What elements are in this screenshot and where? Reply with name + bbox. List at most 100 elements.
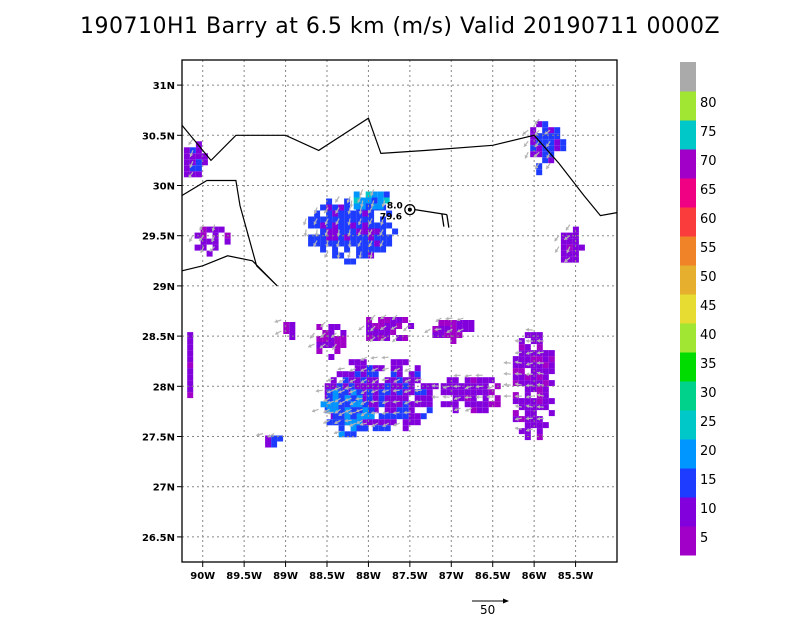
- wind-vector-head: [355, 396, 359, 401]
- wind-vector-head: [370, 203, 375, 208]
- wind-vector-head: [555, 249, 559, 253]
- wind-vector-head: [360, 390, 365, 394]
- wind-vector-head: [393, 422, 397, 427]
- wind-vector-head: [310, 334, 314, 339]
- wind-speed-cell: [366, 383, 373, 390]
- wind-speed-cell: [366, 401, 373, 408]
- wind-speed-cell: [326, 419, 333, 426]
- wind-speed-cell: [524, 332, 531, 339]
- wind-speed-cell: [340, 330, 347, 336]
- map-gridlines: [182, 60, 617, 562]
- wind-speed-cell: [371, 203, 378, 210]
- wind-speed-cell: [380, 246, 387, 253]
- wind-speed-cell: [356, 425, 363, 432]
- wind-speed-cell: [340, 336, 347, 342]
- wind-speed-cell: [338, 407, 345, 414]
- wind-speed-cell: [470, 377, 477, 384]
- colorbar-swatch: [680, 439, 696, 469]
- wind-speed-cell: [378, 419, 385, 426]
- wind-vector-head: [357, 199, 361, 203]
- wind-vector-head: [393, 368, 398, 372]
- wind-speed-cell: [420, 389, 427, 396]
- wind-speed-cell: [320, 216, 327, 223]
- wind-speed-cell: [542, 386, 549, 393]
- wind-speed-cell: [187, 362, 194, 369]
- wind-speed-cell: [360, 371, 367, 378]
- wind-speed-cell: [334, 348, 341, 354]
- wind-vector-head: [536, 361, 540, 365]
- wind-speed-cell: [372, 329, 379, 335]
- wind-speed-cell: [384, 323, 391, 329]
- wind-speed-cell: [344, 258, 351, 265]
- wind-vector-head: [526, 428, 530, 432]
- wind-vector-head: [357, 221, 362, 226]
- wind-vector-head: [368, 231, 372, 236]
- coastline: [181, 117, 618, 287]
- wind-speed-cell: [338, 252, 345, 259]
- wind-speed-cell: [372, 335, 379, 341]
- colorbar-label: 50: [700, 270, 717, 285]
- wind-speed-cell: [494, 395, 501, 402]
- wind-speed-cell: [212, 244, 219, 251]
- wind-vector-head: [487, 385, 491, 390]
- wind-speed-cell: [542, 157, 549, 164]
- wind-speed-cell: [542, 133, 549, 140]
- colorbar-label: 80: [700, 96, 717, 111]
- colorbar-swatch: [680, 236, 696, 266]
- wind-vector-head: [360, 357, 365, 361]
- wind-speed-cell: [458, 383, 465, 390]
- wind-vector-head: [514, 371, 518, 376]
- wind-vector-head: [566, 249, 570, 253]
- wind-speed-cell: [338, 395, 345, 402]
- wind-speed-cell: [444, 326, 451, 332]
- wind-speed-cell: [308, 216, 315, 223]
- wind-speed-cell: [362, 222, 369, 229]
- wind-speed-cell: [402, 395, 409, 402]
- colorbar-swatch: [680, 149, 696, 179]
- wind-speed-cell: [470, 407, 477, 414]
- wind-speed-cell: [195, 147, 202, 154]
- wind-speed-cell: [426, 407, 433, 414]
- wind-vector-head: [356, 420, 360, 424]
- wind-speed-cell: [518, 344, 525, 351]
- wind-speed-cell: [194, 244, 201, 251]
- wind-vector-head: [380, 337, 384, 341]
- wind-speed-cell: [372, 419, 379, 426]
- wind-speed-cell: [402, 425, 409, 432]
- wind-speed-cell: [384, 317, 391, 323]
- wind-vector-head: [526, 362, 530, 366]
- wind-speed-cell: [350, 222, 357, 229]
- wind-speed-cell: [350, 228, 357, 235]
- wind-speed-cell: [344, 228, 351, 235]
- wind-vector-head: [349, 379, 354, 383]
- wind-vector-head: [392, 316, 396, 320]
- wind-speed-cell: [396, 317, 403, 323]
- wind-vector-head: [356, 408, 360, 413]
- wind-speed-cell: [536, 368, 543, 375]
- wind-speed-cell: [320, 240, 327, 247]
- wind-speed-cell: [350, 419, 357, 426]
- wind-vector-head: [370, 399, 374, 404]
- wind-speed-cell: [530, 356, 537, 363]
- wind-speed-cell: [332, 234, 339, 241]
- wind-speed-cell: [334, 336, 341, 342]
- wind-speed-cell: [542, 356, 549, 363]
- wind-speed-cell: [450, 338, 457, 344]
- colorbar-swatch: [680, 468, 696, 498]
- wind-vector-head: [525, 404, 530, 409]
- wind-speed-cell: [289, 334, 296, 340]
- wind-vector-head: [442, 385, 447, 390]
- wind-speed-cell: [326, 240, 333, 247]
- wind-speed-cell: [350, 431, 357, 438]
- wind-speed-cell: [524, 422, 531, 429]
- wind-vector-head: [503, 371, 507, 376]
- wind-vector-head: [514, 426, 519, 431]
- wind-vector-head: [349, 368, 354, 372]
- wind-speed-cell: [408, 371, 415, 378]
- wind-speed-cell: [332, 413, 339, 420]
- wind-key: 50: [472, 598, 509, 617]
- wind-vector-head: [348, 411, 353, 415]
- wind-vector-head: [465, 385, 469, 390]
- wind-speed-cell: [377, 191, 384, 198]
- wind-speed-cell: [482, 401, 489, 408]
